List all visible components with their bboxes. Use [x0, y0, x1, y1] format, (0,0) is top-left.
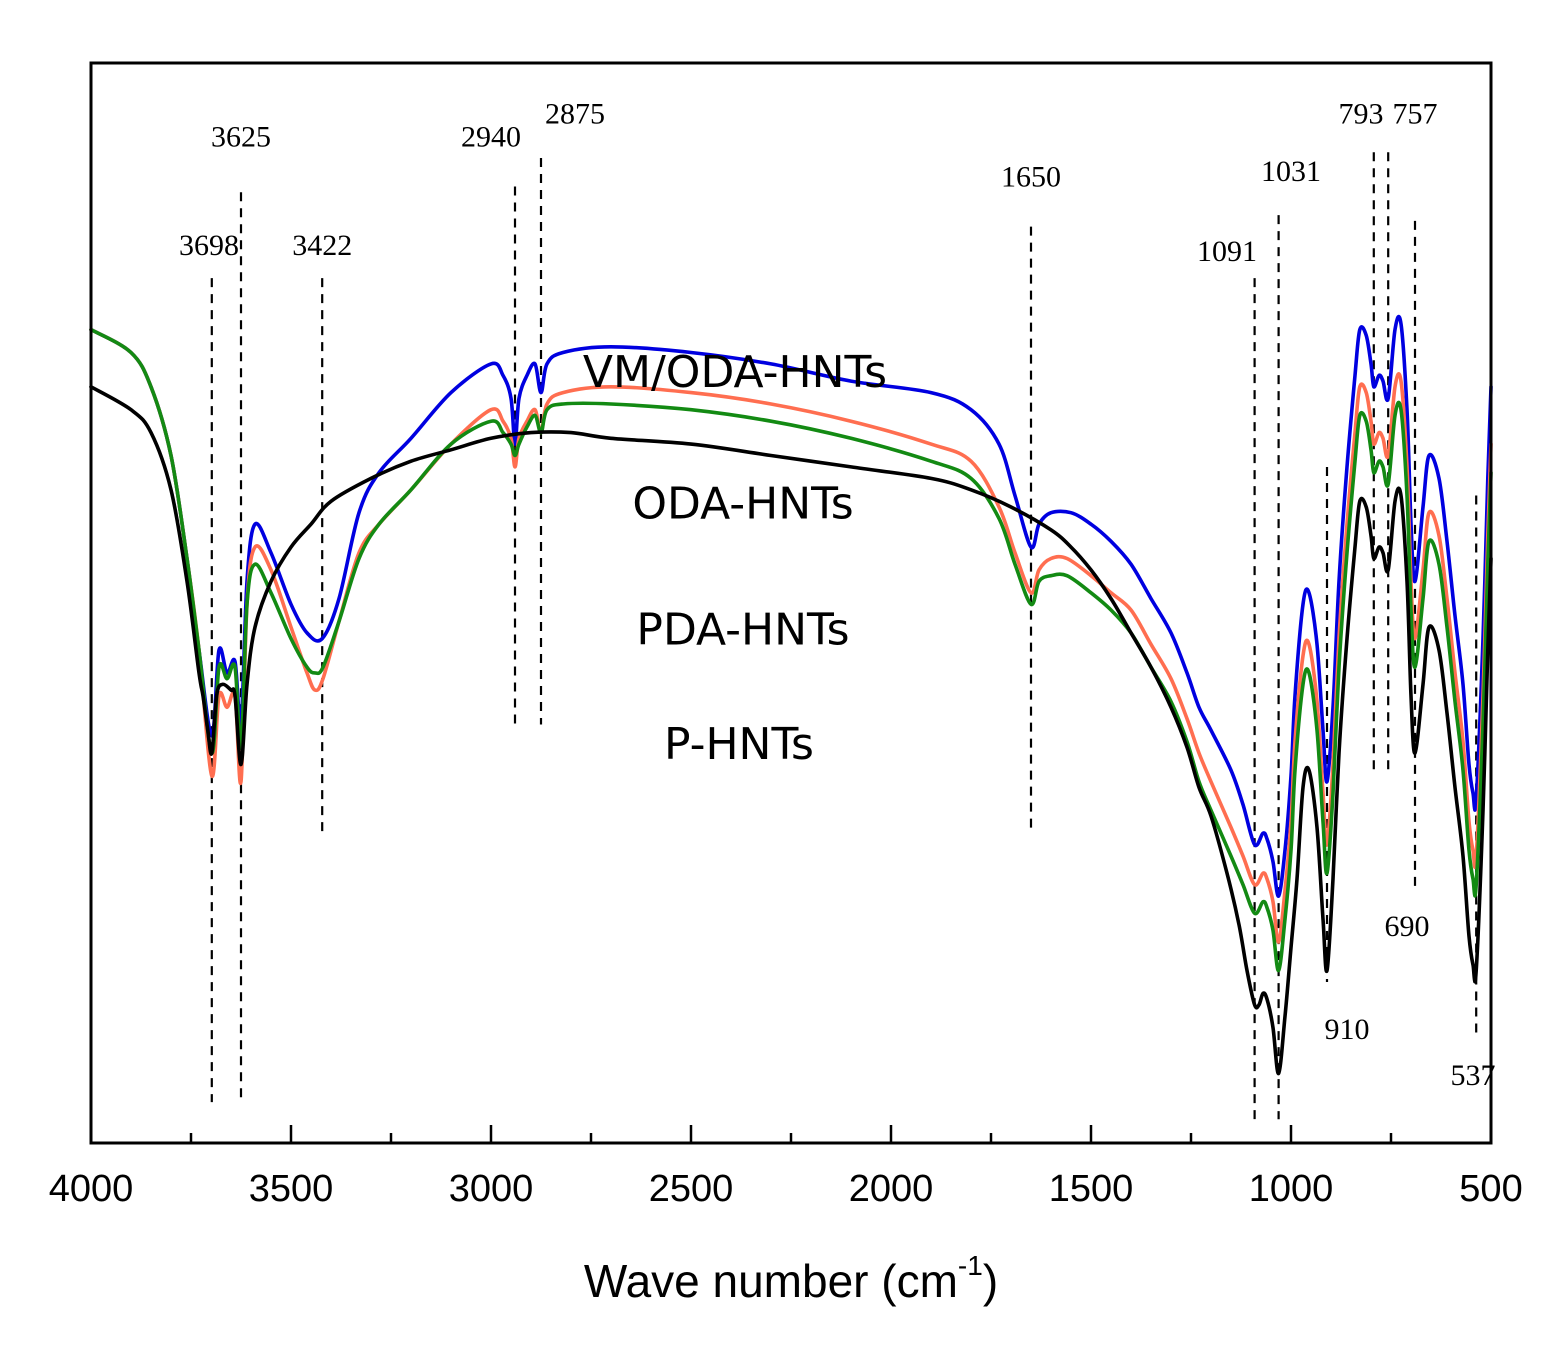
axes-frame-layer	[89, 61, 1493, 1145]
series-line-oda-hnts	[89, 327, 1493, 944]
series-label-oda-hnts: ODA-HNTs	[632, 478, 853, 529]
x-axis-title-superscript: -1	[958, 1250, 983, 1281]
x-tick-label-3500: 3500	[249, 1168, 334, 1210]
x-tick-label-2000: 2000	[849, 1168, 934, 1210]
x-tick-label-1000: 1000	[1249, 1168, 1334, 1210]
x-tick-label-2500: 2500	[649, 1168, 734, 1210]
x-axis-title-text: Wave number (cm	[584, 1255, 958, 1307]
peak-label-757: 757	[1393, 98, 1438, 131]
peak-label-1091: 1091	[1197, 235, 1257, 268]
x-tick-label-3000: 3000	[449, 1168, 534, 1210]
peak-label-1031: 1031	[1261, 155, 1321, 188]
series-line-p-hnts	[89, 385, 1493, 1076]
peak-label-3698: 3698	[179, 229, 239, 262]
peak-label-2940: 2940	[461, 121, 521, 154]
label-layer: 3698 3625 3422 2940 2875 1650 1091 1031 910 793 75…	[179, 98, 1496, 1092]
peak-label-793: 793	[1339, 98, 1384, 131]
x-tick-label-500: 500	[1459, 1168, 1522, 1210]
x-axis-title-close: )	[983, 1255, 998, 1307]
x-tick-label-4000: 4000	[49, 1168, 134, 1210]
x-tick-label-1500: 1500	[1049, 1168, 1134, 1210]
x-tick-layer: 4000 3500 3000 2500 2000 1500 1000 500	[49, 1125, 1523, 1210]
peak-label-2875: 2875	[545, 98, 605, 131]
series-label-vm-oda-hnts: VM/ODA-HNTs	[583, 347, 887, 398]
peak-label-3625: 3625	[211, 121, 271, 154]
peak-label-1650: 1650	[1001, 161, 1061, 194]
plot-frame	[89, 61, 1493, 1145]
series-label-p-hnts: P-HNTs	[664, 719, 814, 770]
peak-label-537: 537	[1451, 1059, 1496, 1092]
peak-label-3422: 3422	[292, 229, 352, 262]
peak-label-690: 690	[1385, 910, 1430, 943]
series-label-pda-hnts: PDA-HNTs	[636, 604, 849, 655]
x-axis-title: Wave number (cm-1)	[584, 1250, 998, 1307]
series-line-vm-oda-hnts	[89, 314, 1493, 898]
series-layer	[89, 314, 1493, 1076]
peak-label-910: 910	[1325, 1013, 1370, 1046]
